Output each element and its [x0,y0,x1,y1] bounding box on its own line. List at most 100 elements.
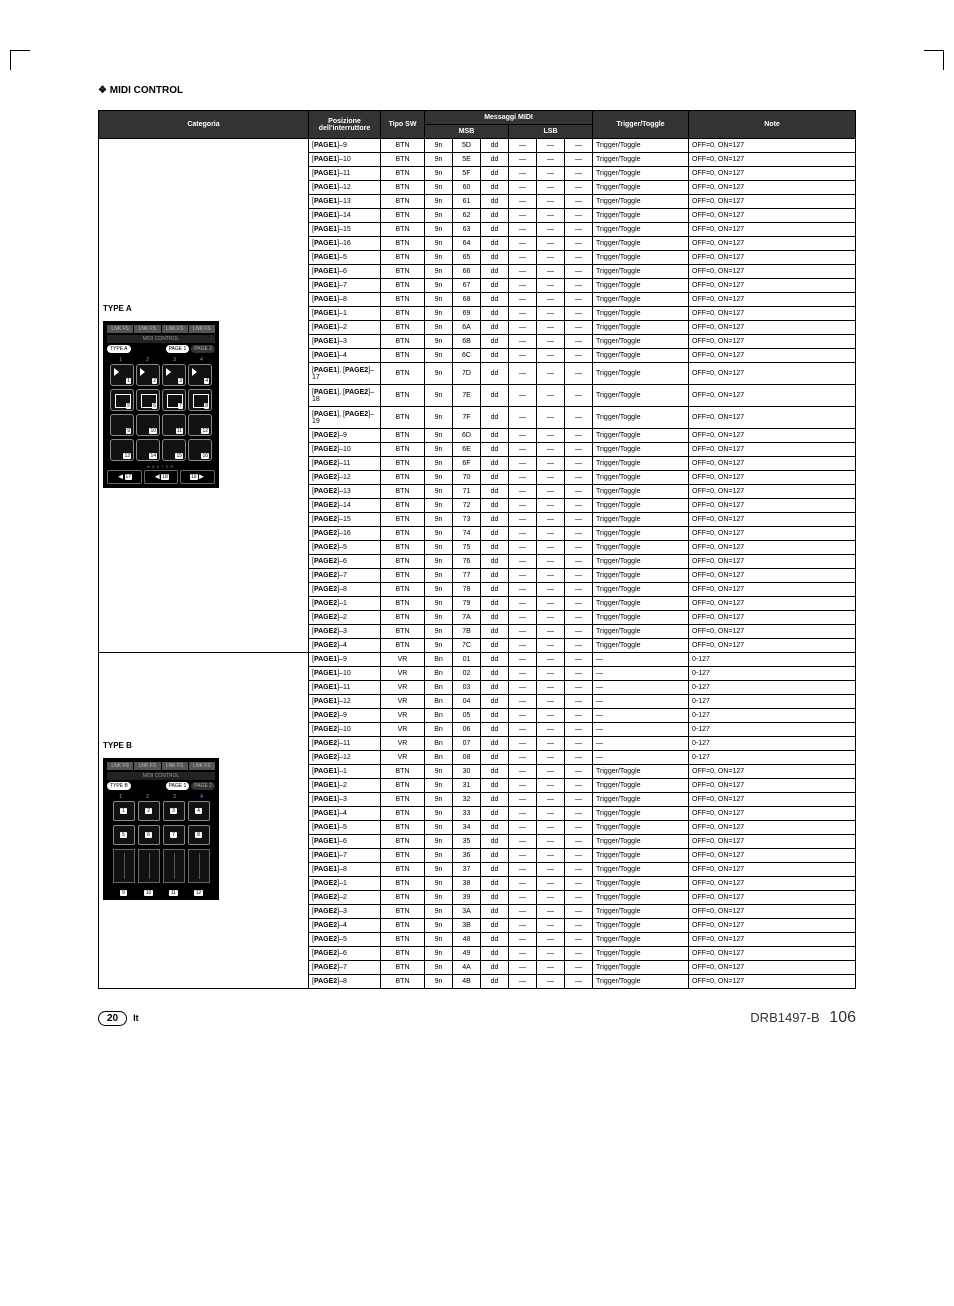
cell-tt: Trigger/Toggle [593,793,689,807]
cell-pos: [PAGE1]–16 [309,237,381,251]
cell-l3: — [565,919,593,933]
cell-m2: 07 [453,737,481,751]
cell-pos: [PAGE2]–3 [309,625,381,639]
cell-sw: BTN [381,541,425,555]
cell-pos: [PAGE2]–1 [309,877,381,891]
cell-sw: BTN [381,625,425,639]
cell-note: OFF=0, ON=127 [689,153,856,167]
cell-pos: [PAGE2]–2 [309,611,381,625]
cell-m3: dd [481,363,509,385]
cell-pos: [PAGE2]–14 [309,499,381,513]
cell-l3: — [565,709,593,723]
cell-l3: — [565,499,593,513]
cell-note: OFF=0, ON=127 [689,443,856,457]
cell-m1: 9n [425,279,453,293]
cell-tt: Trigger/Toggle [593,363,689,385]
cell-m1: Bn [425,737,453,751]
cell-m2: 35 [453,835,481,849]
cell-sw: BTN [381,821,425,835]
cell-l3: — [565,153,593,167]
cell-l1: — [509,307,537,321]
cell-m2: 4A [453,961,481,975]
cell-l1: — [509,709,537,723]
cell-m3: dd [481,555,509,569]
cell-l2: — [537,335,565,349]
cell-l2: — [537,407,565,429]
cell-pos: [PAGE2]–8 [309,975,381,989]
cell-l2: — [537,443,565,457]
cell-l1: — [509,919,537,933]
cell-sw: BTN [381,279,425,293]
cell-l1: — [509,849,537,863]
cell-m3: dd [481,443,509,457]
cell-l1: — [509,597,537,611]
cell-note: OFF=0, ON=127 [689,555,856,569]
cell-m3: dd [481,653,509,667]
cell-l2: — [537,821,565,835]
cell-m1: 9n [425,349,453,363]
cell-m1: 9n [425,625,453,639]
cell-l2: — [537,695,565,709]
cell-l2: — [537,961,565,975]
cell-pos: [PAGE1]–9 [309,139,381,153]
cell-sw: BTN [381,167,425,181]
cell-pos: [PAGE1]–6 [309,835,381,849]
cell-note: OFF=0, ON=127 [689,485,856,499]
cell-m1: 9n [425,779,453,793]
cell-l3: — [565,223,593,237]
type-a-diagram: LNK FSLNK FSLNK FSLNK FS MIDI CONTROL TY… [103,321,219,488]
cell-m3: dd [481,167,509,181]
cell-m1: 9n [425,807,453,821]
cell-l3: — [565,429,593,443]
cell-note: OFF=0, ON=127 [689,385,856,407]
cell-sw: BTN [381,265,425,279]
cell-m2: 01 [453,653,481,667]
cell-m3: dd [481,905,509,919]
cell-m1: 9n [425,195,453,209]
cell-tt: Trigger/Toggle [593,947,689,961]
cell-sw: BTN [381,597,425,611]
cell-l2: — [537,625,565,639]
cell-m2: 69 [453,307,481,321]
cell-l1: — [509,961,537,975]
cell-m3: dd [481,181,509,195]
cell-m3: dd [481,933,509,947]
cell-sw: BTN [381,237,425,251]
cell-l1: — [509,765,537,779]
cell-l1: — [509,167,537,181]
cell-l2: — [537,863,565,877]
cell-l1: — [509,321,537,335]
cell-m3: dd [481,209,509,223]
cell-l2: — [537,527,565,541]
cell-l1: — [509,835,537,849]
cell-tt: Trigger/Toggle [593,975,689,989]
cell-l1: — [509,667,537,681]
cell-pos: [PAGE1]–1 [309,307,381,321]
cell-pos: [PAGE2]–2 [309,891,381,905]
cell-m2: 48 [453,933,481,947]
cell-note: OFF=0, ON=127 [689,499,856,513]
cell-m3: dd [481,513,509,527]
cell-l3: — [565,293,593,307]
cell-pos: [PAGE1]–6 [309,265,381,279]
cell-m1: 9n [425,849,453,863]
cell-l3: — [565,485,593,499]
cell-l3: — [565,849,593,863]
cell-l1: — [509,807,537,821]
cell-l2: — [537,223,565,237]
cell-m3: dd [481,153,509,167]
cell-m2: 6D [453,429,481,443]
cell-tt: Trigger/Toggle [593,429,689,443]
cell-note: OFF=0, ON=127 [689,237,856,251]
lang-code: It [133,1013,139,1023]
cell-sw: BTN [381,765,425,779]
cell-tt: Trigger/Toggle [593,195,689,209]
cell-m1: 9n [425,527,453,541]
th-lsb: LSB [509,125,593,139]
cell-pos: [PAGE1]–15 [309,223,381,237]
cell-l2: — [537,849,565,863]
cell-l2: — [537,667,565,681]
cell-sw: BTN [381,891,425,905]
cell-m2: 5E [453,153,481,167]
cell-m2: 72 [453,499,481,513]
